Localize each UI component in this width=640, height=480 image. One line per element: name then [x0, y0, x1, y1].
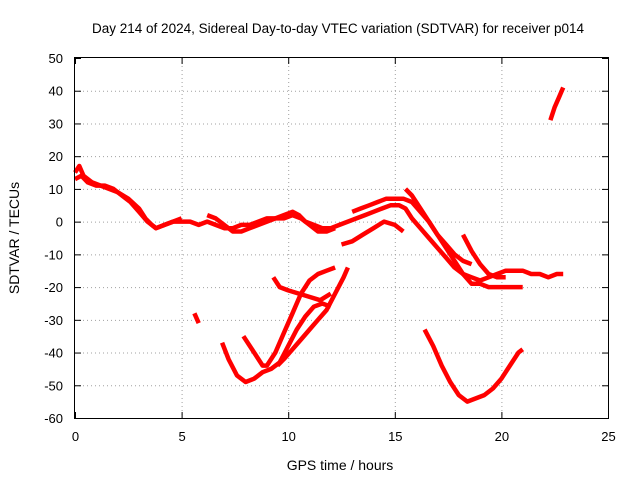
- y-tick-label: 20: [49, 149, 63, 164]
- series-layer: [73, 86, 566, 404]
- y-tick-label: 50: [49, 51, 63, 66]
- series-track-b: [220, 301, 332, 385]
- x-tick-label: 15: [388, 429, 402, 444]
- series-track-c: [241, 265, 336, 368]
- series-track-main-c: [206, 212, 336, 234]
- x-tick-label: 20: [495, 429, 509, 444]
- series-track-f: [422, 328, 525, 404]
- y-tick-label: -20: [44, 280, 63, 295]
- y-tick-label: 30: [49, 116, 63, 131]
- y-tick-label: -30: [44, 313, 63, 328]
- series-track-main-b: [73, 173, 183, 231]
- x-axis-label: GPS time / hours: [287, 457, 394, 473]
- series-track-main-g: [461, 233, 506, 280]
- plot-frame: [74, 57, 609, 419]
- x-tick-label: 25: [601, 429, 615, 444]
- y-tick-label: -10: [44, 247, 63, 262]
- chart-title: Day 214 of 2024, Sidereal Day-to-day VTE…: [92, 21, 584, 36]
- series-track-main-e: [340, 219, 405, 247]
- series-track-d: [275, 266, 350, 368]
- series-track-e: [271, 276, 332, 303]
- y-axis-label: SDTVAR / TECUs: [6, 182, 22, 294]
- y-tick-label: -40: [44, 346, 63, 361]
- x-tick-label: 5: [178, 429, 185, 444]
- y-tick-label: -60: [44, 411, 63, 426]
- y-tick-label: 10: [49, 182, 63, 197]
- y-tick-label: -50: [44, 378, 63, 393]
- y-tick-label: 40: [49, 84, 63, 99]
- series-track-main-f: [403, 187, 473, 267]
- x-tick-label: 0: [72, 429, 79, 444]
- series-track-g: [548, 86, 566, 121]
- series-track-a: [192, 312, 201, 325]
- grid: [75, 58, 608, 418]
- axis-ticks: 0 5 10 15 20 25 -60 -50 -40 -30 -20 -10 0 10 20 30 40 50: [44, 51, 616, 444]
- x-tick-label: 10: [281, 429, 295, 444]
- y-tick-label: 0: [56, 215, 63, 230]
